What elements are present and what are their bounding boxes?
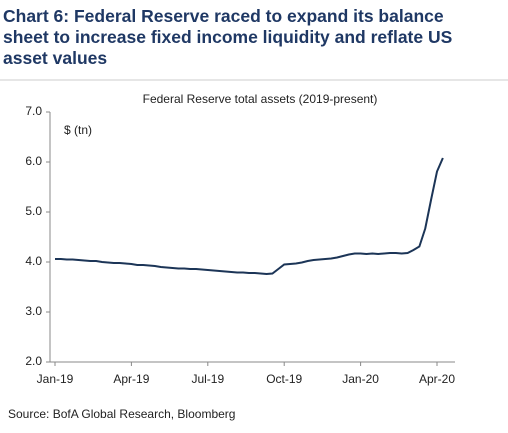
x-tick-label: Apr-20 bbox=[419, 372, 455, 386]
y-tick-label: 4.0 bbox=[25, 254, 42, 268]
x-tick-label: Jan-19 bbox=[37, 372, 74, 386]
chart-title: Chart 6: Federal Reserve raced to expand… bbox=[3, 6, 444, 26]
x-tick-label: Jul-19 bbox=[191, 372, 224, 386]
data-line bbox=[55, 157, 444, 276]
y-tick-label: 2.0 bbox=[25, 354, 42, 368]
y-axis-label: $ (tn) bbox=[64, 123, 92, 137]
x-tick-label: Apr-19 bbox=[113, 372, 149, 386]
chart-subtitle: Federal Reserve total assets (2019-prese… bbox=[143, 92, 378, 106]
y-tick-label: 5.0 bbox=[25, 204, 42, 218]
x-tick-label: Oct-19 bbox=[266, 372, 302, 386]
x-tick-label: Jan-20 bbox=[342, 372, 379, 386]
y-tick-label: 7.0 bbox=[25, 104, 42, 118]
y-tick-label: 6.0 bbox=[25, 154, 42, 168]
y-tick-label: 3.0 bbox=[25, 304, 42, 318]
chart-title: asset values bbox=[3, 48, 107, 68]
source: Source: BofA Global Research, Bloomberg bbox=[8, 407, 235, 421]
chart-title: sheet to increase fixed income liquidity… bbox=[3, 27, 452, 47]
